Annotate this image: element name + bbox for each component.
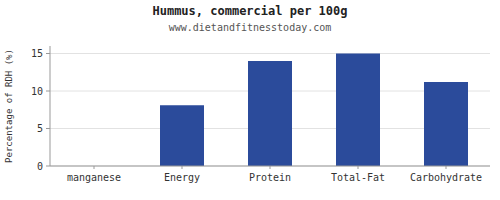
x-tick xyxy=(358,166,359,169)
y-tick xyxy=(46,128,50,129)
grid-line xyxy=(50,53,490,54)
x-tick-label: Carbohydrate xyxy=(410,172,482,183)
x-tick xyxy=(94,166,95,169)
x-tick-label: Total-Fat xyxy=(331,172,385,183)
bar xyxy=(424,82,468,166)
chart-container: Hummus, commercial per 100g www.dietandfi… xyxy=(0,0,500,200)
y-axis-label: Percentage of RDH (%) xyxy=(4,49,14,163)
y-tick-label: 0 xyxy=(37,161,43,172)
y-tick xyxy=(46,91,50,92)
bar xyxy=(248,61,292,166)
x-tick xyxy=(446,166,447,169)
x-tick-label: Protein xyxy=(249,172,291,183)
chart: Hummus, commercial per 100g www.dietandfi… xyxy=(0,0,500,200)
y-tick-label: 10 xyxy=(31,86,43,97)
x-tick-label: manganese xyxy=(67,172,121,183)
y-tick-label: 5 xyxy=(37,123,43,134)
y-axis-line xyxy=(50,46,51,166)
background xyxy=(0,0,500,200)
y-tick xyxy=(46,53,50,54)
x-tick-label: Energy xyxy=(164,172,200,183)
title: Hummus, commercial per 100g xyxy=(152,4,347,18)
y-tick-label: 15 xyxy=(31,48,43,59)
bar xyxy=(336,54,380,167)
y-tick xyxy=(46,166,50,167)
x-tick xyxy=(270,166,271,169)
bars xyxy=(160,54,468,167)
bar xyxy=(160,105,204,166)
x-tick xyxy=(182,166,183,169)
subtitle: www.dietandfitnesstoday.com xyxy=(169,22,332,33)
